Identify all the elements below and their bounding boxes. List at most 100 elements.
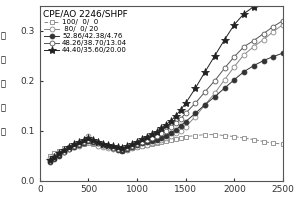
100/  0/  0 — [155, 141, 158, 144]
100/  0/  0 — [262, 140, 265, 143]
44.40/35.60/20.00 — [130, 143, 134, 145]
52.86/42.38/4.76 — [203, 103, 207, 106]
44.40/35.60/20.00 — [101, 142, 105, 145]
52.86/42.38/4.76 — [194, 112, 197, 114]
48.26/38.70/13.04 — [184, 112, 188, 114]
100/  0/  0 — [169, 138, 173, 141]
52.86/42.38/4.76 — [252, 64, 256, 67]
 80/  0/ 20 — [106, 146, 110, 149]
44.40/35.60/20.00 — [82, 139, 85, 141]
52.86/42.38/4.76 — [213, 95, 217, 98]
100/  0/  0 — [72, 144, 76, 147]
44.40/35.60/20.00 — [62, 148, 66, 151]
100/  0/  0 — [106, 145, 110, 148]
44.40/35.60/20.00 — [213, 54, 217, 57]
48.26/38.70/13.04 — [174, 122, 178, 124]
44.40/35.60/20.00 — [252, 5, 256, 8]
 80/  0/ 20 — [87, 134, 90, 137]
44.40/35.60/20.00 — [57, 152, 61, 154]
52.86/42.38/4.76 — [281, 52, 285, 54]
44.40/35.60/20.00 — [77, 141, 80, 143]
44.40/35.60/20.00 — [145, 135, 148, 138]
44.40/35.60/20.00 — [106, 143, 110, 146]
52.86/42.38/4.76 — [77, 143, 80, 146]
48.26/38.70/13.04 — [164, 129, 168, 132]
52.86/42.38/4.76 — [262, 59, 265, 62]
 80/  0/ 20 — [72, 145, 76, 148]
52.86/42.38/4.76 — [92, 140, 95, 143]
44.40/35.60/20.00 — [242, 12, 246, 15]
 80/  0/ 20 — [62, 149, 66, 152]
100/  0/  0 — [101, 144, 105, 147]
48.26/38.70/13.04 — [272, 25, 275, 28]
52.86/42.38/4.76 — [101, 143, 105, 146]
Text: 正: 正 — [1, 80, 5, 88]
52.86/42.38/4.76 — [164, 134, 168, 137]
100/  0/  0 — [57, 149, 61, 152]
 80/  0/ 20 — [140, 144, 144, 147]
Legend: 100/  0/  0,  80/  0/ 20, 52.86/42.38/4.76, 48.26/38.70/13.04, 44.40/35.60/20.00: 100/ 0/ 0, 80/ 0/ 20, 52.86/42.38/4.76, … — [42, 8, 129, 55]
 80/  0/ 20 — [262, 38, 265, 41]
Text: 值: 值 — [1, 128, 5, 136]
48.26/38.70/13.04 — [252, 39, 256, 42]
48.26/38.70/13.04 — [96, 142, 100, 144]
52.86/42.38/4.76 — [145, 140, 148, 143]
100/  0/  0 — [96, 143, 100, 146]
52.86/42.38/4.76 — [223, 87, 226, 89]
 80/  0/ 20 — [272, 30, 275, 33]
52.86/42.38/4.76 — [57, 154, 61, 157]
48.26/38.70/13.04 — [223, 67, 226, 69]
52.86/42.38/4.76 — [125, 148, 129, 150]
52.86/42.38/4.76 — [111, 147, 115, 149]
100/  0/  0 — [82, 142, 85, 145]
52.86/42.38/4.76 — [135, 143, 139, 146]
44.40/35.60/20.00 — [232, 23, 236, 26]
48.26/38.70/13.04 — [111, 146, 115, 149]
 80/  0/ 20 — [92, 142, 95, 144]
100/  0/  0 — [174, 138, 178, 140]
48.26/38.70/13.04 — [130, 144, 134, 147]
100/  0/  0 — [223, 134, 226, 137]
 80/  0/ 20 — [67, 147, 71, 149]
52.86/42.38/4.76 — [96, 142, 100, 144]
44.40/35.60/20.00 — [140, 138, 144, 140]
100/  0/  0 — [125, 148, 129, 151]
48.26/38.70/13.04 — [155, 134, 158, 137]
52.86/42.38/4.76 — [155, 138, 158, 141]
44.40/35.60/20.00 — [96, 140, 100, 143]
44.40/35.60/20.00 — [150, 133, 154, 135]
44.40/35.60/20.00 — [184, 102, 188, 104]
100/  0/  0 — [194, 134, 197, 137]
52.86/42.38/4.76 — [140, 142, 144, 144]
 80/  0/ 20 — [281, 23, 285, 26]
44.40/35.60/20.00 — [262, 0, 265, 2]
100/  0/  0 — [48, 154, 51, 157]
52.86/42.38/4.76 — [272, 55, 275, 58]
48.26/38.70/13.04 — [262, 32, 265, 35]
Line:  80/  0/ 20: 80/ 0/ 20 — [47, 22, 285, 161]
 80/  0/ 20 — [223, 78, 226, 81]
100/  0/  0 — [164, 139, 168, 142]
52.86/42.38/4.76 — [82, 141, 85, 144]
100/  0/  0 — [67, 145, 71, 148]
48.26/38.70/13.04 — [125, 146, 129, 149]
100/  0/  0 — [145, 143, 148, 146]
100/  0/  0 — [116, 148, 119, 150]
100/  0/  0 — [52, 152, 56, 154]
 80/  0/ 20 — [116, 148, 119, 150]
 80/  0/ 20 — [130, 147, 134, 149]
52.86/42.38/4.76 — [232, 78, 236, 81]
48.26/38.70/13.04 — [281, 19, 285, 22]
100/  0/  0 — [62, 147, 66, 149]
 80/  0/ 20 — [121, 148, 124, 151]
 80/  0/ 20 — [164, 137, 168, 139]
44.40/35.60/20.00 — [52, 155, 56, 158]
52.86/42.38/4.76 — [48, 160, 51, 163]
52.86/42.38/4.76 — [242, 70, 246, 73]
Line: 44.40/35.60/20.00: 44.40/35.60/20.00 — [45, 0, 287, 164]
48.26/38.70/13.04 — [140, 140, 144, 143]
Text: 耗: 耗 — [1, 55, 5, 64]
100/  0/  0 — [242, 137, 246, 139]
48.26/38.70/13.04 — [145, 138, 148, 141]
 80/  0/ 20 — [111, 147, 115, 150]
